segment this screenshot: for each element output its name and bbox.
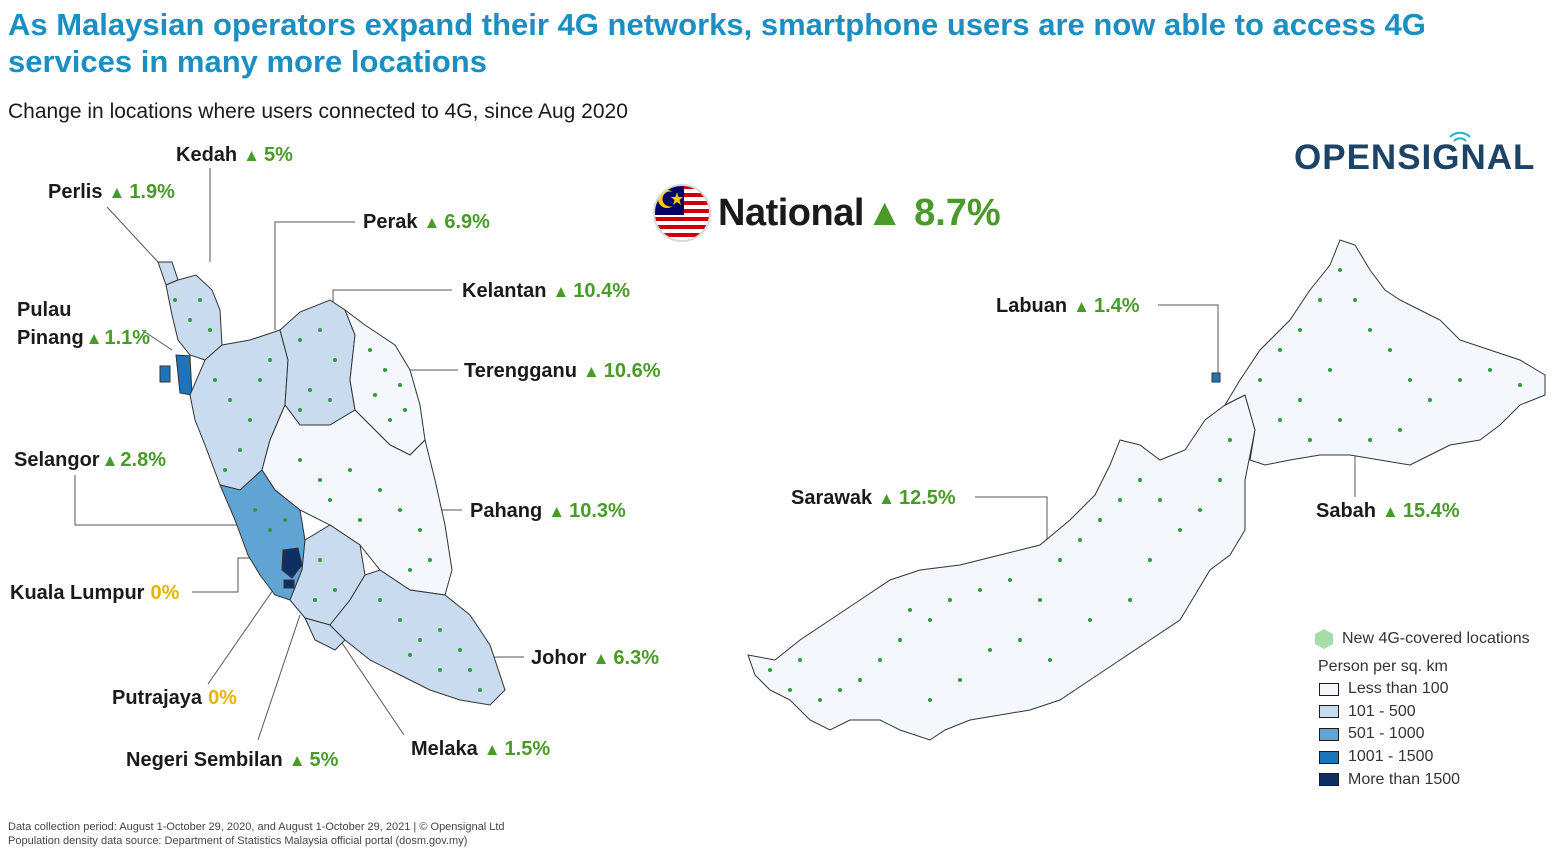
signal-arc-icon <box>1449 131 1471 138</box>
label-sabah: Sabah ▲ 15.4% <box>1316 500 1460 522</box>
region-sabah <box>1223 239 1546 466</box>
label-johor: Johor ▲ 6.3% <box>531 647 659 669</box>
label-sarawak: Sarawak ▲ 12.5% <box>791 487 956 509</box>
region-putrajaya <box>283 579 295 589</box>
region-kelantan <box>279 299 356 426</box>
opensignal-logo: OPENSIGNAL <box>1294 131 1535 175</box>
new-4g-locations <box>173 268 1522 702</box>
leader-putrajaya <box>207 579 281 685</box>
up-arrow-icon: ▲ <box>108 183 126 202</box>
region-pulau-pinang <box>175 354 193 396</box>
legend-item: More than 1500 <box>1314 768 1554 791</box>
footnote-line: Population density data source: Departme… <box>8 835 468 847</box>
east-malaysia <box>747 239 1546 741</box>
legend-density-title: Person per sq. km <box>1318 658 1448 675</box>
label-terengganu: Terengganu ▲ 10.6% <box>464 360 661 382</box>
label-pahang: Pahang ▲ 10.3% <box>470 500 626 522</box>
leader-negeri-sembilan <box>257 614 301 741</box>
leader-kelantan <box>332 289 452 305</box>
up-arrow-icon: ▲ <box>548 502 566 521</box>
region-pulau-pinang-island <box>159 365 171 383</box>
page-subtitle: Change in locations where users connecte… <box>8 100 628 123</box>
region-melaka <box>304 617 346 651</box>
label-negeri-sembilan: Negeri Sembilan ▲ 5% <box>126 749 339 771</box>
up-arrow-icon: ▲ <box>582 362 600 381</box>
label-putrajaya: Putrajaya 0% <box>112 687 237 709</box>
label-perak: Perak ▲ 6.9% <box>363 211 490 233</box>
up-arrow-icon: ▲ <box>288 751 306 770</box>
leader-labuan <box>1158 304 1219 375</box>
up-arrow-icon: ▲ <box>1382 502 1399 521</box>
legend-item: 101 - 500 <box>1314 701 1554 724</box>
page-title: As Malaysian operators expand their 4G n… <box>8 7 1426 79</box>
legend-swatch <box>1319 773 1339 787</box>
up-arrow-icon: ▲ <box>592 649 610 668</box>
up-arrow-icon: ▲ <box>878 489 895 508</box>
up-arrow-icon: ▲ <box>85 329 103 348</box>
region-kuala-lumpur <box>281 547 303 579</box>
label-pulau-pinang: Pulau Pinang ▲ 1.1% <box>17 299 151 349</box>
label-selangor: Selangor ▲ 2.8% <box>14 449 166 471</box>
leader-perak <box>274 221 355 330</box>
leader-pulau-pinang <box>141 329 173 351</box>
legend-swatch <box>1319 750 1339 764</box>
map-legend: New 4G-covered locations Person per sq. … <box>1314 626 1554 791</box>
national-summary: National ▲ 8.7% <box>652 182 1001 244</box>
up-arrow-icon: ▲ <box>865 191 904 234</box>
legend-item: Less than 100 <box>1314 678 1554 701</box>
leader-lines <box>74 168 1356 741</box>
region-sarawak <box>747 394 1256 741</box>
up-arrow-icon: ▲ <box>423 213 441 232</box>
leader-selangor <box>74 475 245 526</box>
legend-item: 501 - 1000 <box>1314 723 1554 746</box>
region-labuan <box>1211 372 1221 383</box>
label-melaka: Melaka ▲ 1.5% <box>411 738 551 760</box>
national-change: ▲ 8.7% <box>865 191 1001 234</box>
legend-dots-item: New 4G-covered locations <box>1314 626 1554 652</box>
legend-swatch <box>1319 682 1339 696</box>
label-kelantan: Kelantan ▲ 10.4% <box>462 280 631 302</box>
signal-arc-icon <box>1453 137 1467 142</box>
up-arrow-icon: ▲ <box>483 740 501 759</box>
label-labuan: Labuan ▲ 1.4% <box>996 295 1140 317</box>
leader-melaka <box>339 639 405 736</box>
legend-dots-label: New 4G-covered locations <box>1342 630 1530 647</box>
leader-sarawak <box>975 496 1048 545</box>
footnote: Data collection period: August 1-October… <box>8 820 505 848</box>
up-arrow-icon: ▲ <box>243 146 260 165</box>
label-kuala-lumpur: Kuala Lumpur 0% <box>10 582 180 604</box>
region-pahang <box>261 404 453 596</box>
region-johor <box>329 569 506 706</box>
hexagon-icon <box>1315 629 1333 649</box>
footnote-line: Data collection period: August 1-October… <box>8 821 505 833</box>
malaysia-flag-icon <box>653 184 711 242</box>
region-kedah <box>165 274 223 361</box>
national-label: National <box>718 191 864 234</box>
up-arrow-icon: ▲ <box>1073 297 1090 316</box>
up-arrow-icon: ▲ <box>552 282 570 301</box>
legend-swatch <box>1319 727 1339 741</box>
peninsular-malaysia <box>157 261 506 706</box>
up-arrow-icon: ▲ <box>101 451 119 470</box>
label-kedah: Kedah ▲ 5% <box>176 144 293 166</box>
legend-item: 1001 - 1500 <box>1314 746 1554 769</box>
legend-swatch <box>1319 705 1339 719</box>
label-perlis: Perlis ▲ 1.9% <box>48 181 175 203</box>
logo-text: OPENSIGNAL <box>1294 138 1535 175</box>
